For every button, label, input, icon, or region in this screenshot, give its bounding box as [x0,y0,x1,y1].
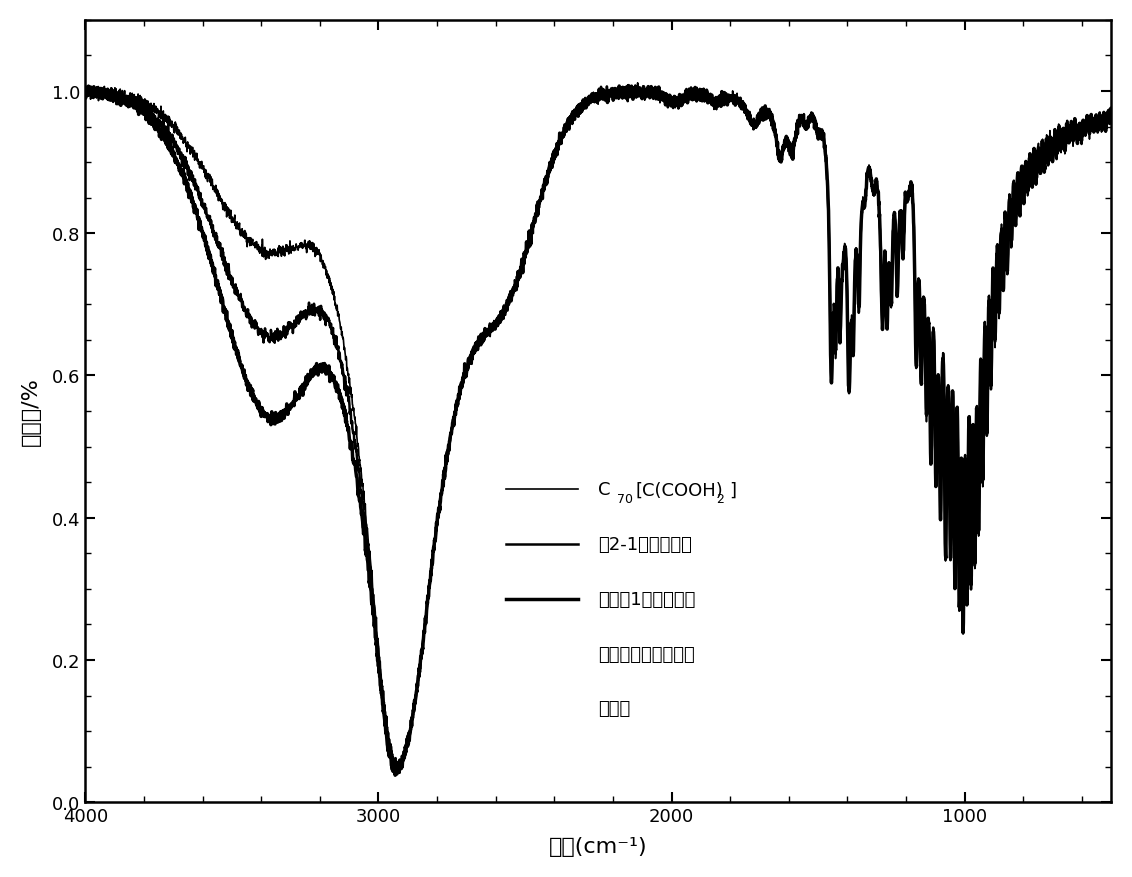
Text: 70: 70 [617,493,633,505]
Y-axis label: 透射率/%: 透射率/% [20,377,41,446]
Text: 2: 2 [717,493,724,505]
Text: ]: ] [729,481,737,499]
Text: 多氮杂配体过渡金属: 多氮杂配体过渡金属 [598,645,695,663]
Text: 式2-1所得化合物: 式2-1所得化合物 [598,535,692,553]
Text: 络合物: 络合物 [598,700,631,717]
Text: C: C [598,481,611,499]
Text: [C(COOH): [C(COOH) [635,481,723,499]
Text: 实施例1所得富勒烯: 实施例1所得富勒烯 [598,590,695,608]
X-axis label: 波数(cm⁻¹): 波数(cm⁻¹) [549,836,648,856]
